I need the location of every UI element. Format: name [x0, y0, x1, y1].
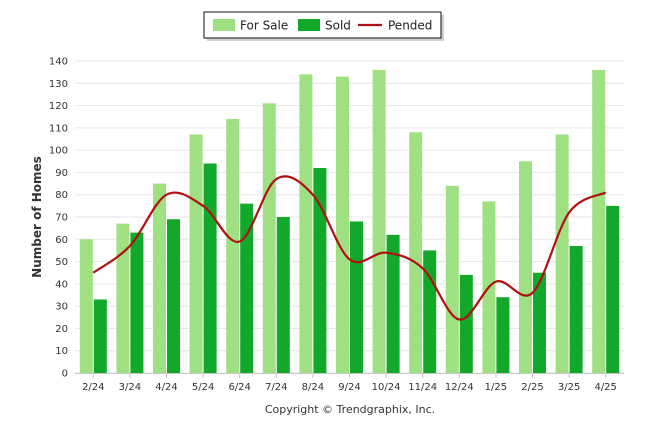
- legend-label: Sold: [325, 19, 351, 33]
- bar-sold: [569, 245, 583, 373]
- bar-sold: [93, 299, 107, 373]
- y-tick-label: 130: [49, 79, 68, 90]
- bar-for-sale: [262, 103, 276, 373]
- x-tick-label: 9/24: [338, 382, 360, 393]
- bar-for-sale: [79, 239, 93, 373]
- gridlines: [75, 60, 624, 374]
- bar-for-sale: [555, 134, 569, 373]
- bar-sold: [459, 274, 473, 373]
- pended-line-group: [92, 175, 607, 321]
- y-axis-label: Number of Homes: [30, 156, 44, 278]
- y-tick-label: 140: [49, 57, 68, 68]
- legend-box: [203, 11, 442, 39]
- y-tick-label: 100: [49, 146, 68, 157]
- bar-for-sale: [299, 74, 313, 373]
- bar-for-sale: [592, 69, 606, 374]
- y-tick-label: 60: [55, 235, 68, 246]
- bar-for-sale: [189, 134, 203, 373]
- bar-sold: [350, 221, 363, 373]
- x-tick-label: 5/24: [192, 382, 214, 393]
- bar-for-sale: [445, 185, 459, 373]
- x-tick-label: 8/24: [302, 382, 324, 393]
- x-tick-label: 1/25: [485, 382, 507, 393]
- pended-line: [92, 175, 607, 321]
- legend-label: For Sale: [240, 19, 288, 33]
- bar-for-sale: [336, 76, 349, 373]
- y-tick-label: 20: [55, 324, 68, 335]
- bar-for-sale: [409, 132, 423, 373]
- bar-sold: [276, 217, 290, 373]
- y-tick-label: 0: [62, 369, 68, 380]
- copyright-text: Copyright © Trendgraphix, Inc.: [265, 403, 435, 416]
- bar-sold: [313, 167, 327, 373]
- x-axis-ticks: 2/24 3/24 4/24 5/24 6/24 7/24 8/24 9/24 10/24 11/…: [82, 373, 617, 393]
- x-tick-label: 3/24: [119, 382, 141, 393]
- bar-sold: [496, 297, 510, 373]
- legend: For Sale Sold Pended: [203, 11, 444, 41]
- x-tick-label: 3/25: [558, 382, 580, 393]
- y-tick-label: 10: [55, 346, 68, 357]
- bar-for-sale: [519, 161, 532, 373]
- x-tick-label: 11/24: [408, 382, 437, 393]
- bar-for-sale: [226, 118, 240, 373]
- x-tick-label: 10/24: [372, 382, 401, 393]
- y-axis-ticks: 0 10 20 30 40 50 60 70 80 90 100 110 120 130 140: [49, 57, 68, 380]
- bar-sold: [533, 272, 546, 373]
- y-tick-label: 80: [55, 190, 68, 201]
- bar-sold: [606, 205, 620, 373]
- bar-sold: [203, 163, 217, 373]
- bar-sold: [423, 250, 437, 373]
- legend-label: Pended: [388, 19, 432, 33]
- x-tick-label: 4/24: [155, 382, 177, 393]
- bar-for-sale: [116, 223, 130, 373]
- y-tick-label: 120: [49, 101, 68, 112]
- y-tick-label: 70: [55, 213, 68, 224]
- legend-swatch-for-sale: [213, 19, 235, 31]
- bar-sold: [130, 232, 144, 373]
- x-tick-label: 2/24: [82, 382, 104, 393]
- x-tick-label: 12/24: [445, 382, 474, 393]
- y-tick-label: 50: [55, 257, 68, 268]
- y-tick-label: 90: [55, 168, 68, 179]
- bar-sold: [386, 234, 400, 373]
- bar-sold: [240, 203, 254, 373]
- x-tick-label: 2/25: [521, 382, 543, 393]
- y-tick-label: 30: [55, 302, 68, 313]
- bar-for-sale: [372, 69, 386, 374]
- x-tick-label: 4/25: [594, 382, 616, 393]
- bar-for-sale: [153, 183, 166, 373]
- legend-swatch-sold: [298, 19, 320, 31]
- x-tick-label: 6/24: [228, 382, 250, 393]
- x-tick-label: 7/24: [265, 382, 287, 393]
- y-tick-label: 40: [55, 279, 68, 290]
- y-tick-label: 110: [49, 123, 68, 134]
- bars-group: [79, 69, 620, 374]
- bar-sold: [167, 219, 180, 373]
